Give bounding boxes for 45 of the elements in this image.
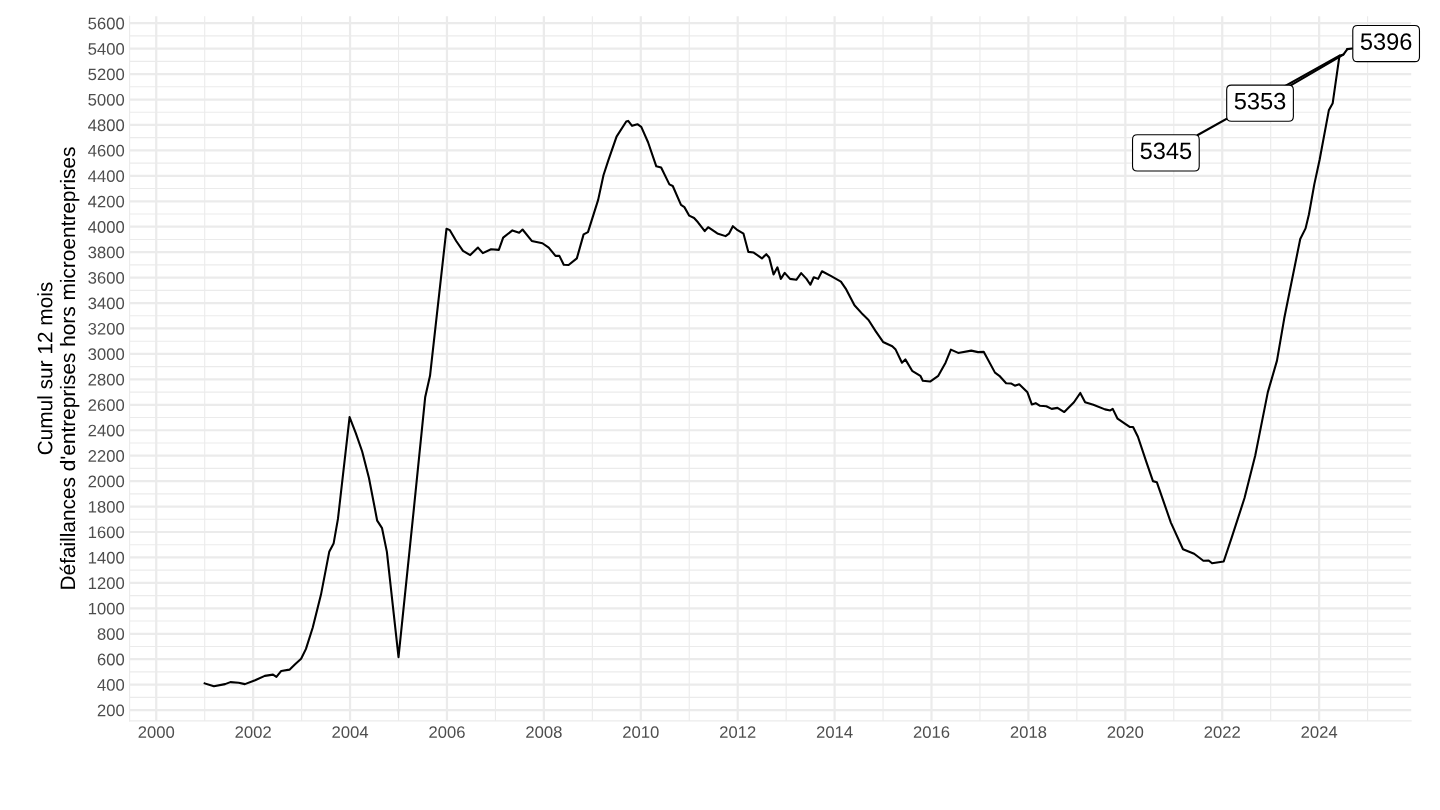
x-tick-label: 2014 <box>816 726 853 738</box>
y-tick-label: 2600 <box>88 399 125 412</box>
y-tick-label: 4600 <box>88 144 125 157</box>
x-tick-label: 2018 <box>1010 726 1047 738</box>
y-tick-label: 5400 <box>88 43 125 55</box>
y-tick-label: 1000 <box>88 602 125 615</box>
y-tick-label: 5200 <box>88 68 125 81</box>
x-tick-label: 2024 <box>1301 726 1338 738</box>
y-tick-label: 2400 <box>88 424 125 437</box>
y-tick-label: 4800 <box>88 119 125 132</box>
x-tick-label: 2016 <box>913 726 950 738</box>
x-tick-label: 2012 <box>720 726 756 738</box>
y-axis-title: Cumul sur 12 mois Défaillances d'entreprises hors microentreprises <box>37 147 80 589</box>
annotation: 5396 <box>1360 33 1412 50</box>
y-tick-label: 1200 <box>88 577 125 590</box>
y-tick-label: 3600 <box>88 272 125 284</box>
y-tick-label: 4200 <box>88 195 125 208</box>
y-tick-label: 800 <box>97 628 125 640</box>
y-tick-label: 2200 <box>88 450 125 462</box>
y-tick-label: 5600 <box>88 17 125 30</box>
x-tick-label: 2022 <box>1204 726 1240 738</box>
y-tick-label: 2800 <box>88 373 125 386</box>
x-tick-label: 2008 <box>526 726 562 738</box>
x-tick-label: 2004 <box>332 726 369 738</box>
x-tick-label: 2002 <box>235 726 271 738</box>
y-tick-label: 3800 <box>88 246 125 259</box>
y-tick-label: 1400 <box>88 551 125 564</box>
y-tick-label: 3400 <box>88 297 125 310</box>
x-tick-label: 2000 <box>138 726 175 738</box>
y-tick-label: 200 <box>97 704 125 717</box>
annotation: 5353 <box>1234 92 1286 110</box>
x-tick-label: 2010 <box>623 726 659 738</box>
y-tick-label: 400 <box>97 679 125 691</box>
annotation: 5345 <box>1140 142 1192 160</box>
y-tick-label: 1800 <box>88 500 125 513</box>
y-tick-label: 1600 <box>88 526 125 539</box>
y-tick-label: 600 <box>97 653 125 666</box>
y-tick-label: 4400 <box>88 170 125 183</box>
y-tick-label: 3200 <box>88 322 125 335</box>
x-tick-label: 2020 <box>1107 726 1144 738</box>
y-tick-label: 5000 <box>88 93 125 106</box>
x-tick-label: 2006 <box>429 726 465 738</box>
y-tick-label: 3000 <box>88 348 125 361</box>
y-tick-label: 4000 <box>88 221 125 233</box>
y-tick-label: 2000 <box>88 475 125 488</box>
